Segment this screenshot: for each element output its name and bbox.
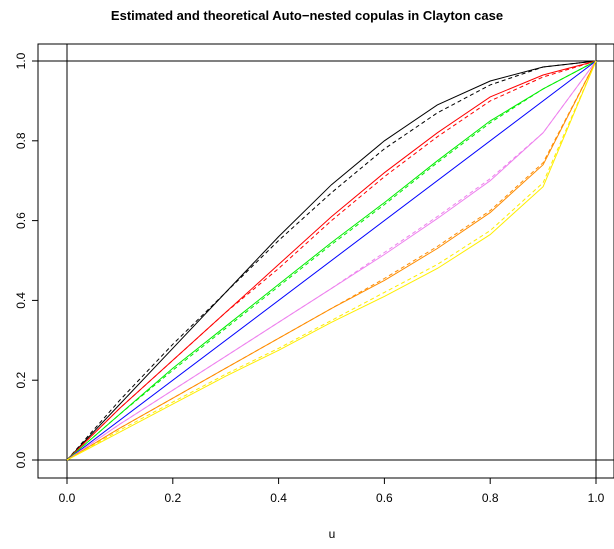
series-line-3 [66, 60, 597, 461]
series-line-5 [66, 60, 597, 461]
y-tick-label-5: 1.0 [14, 52, 28, 69]
x-tick-label-2: 0.4 [270, 491, 287, 505]
y-tick-label-4: 0.8 [14, 132, 28, 149]
series-line-11 [66, 60, 597, 461]
series-line-12 [66, 60, 597, 461]
y-tick-label-0: 0.0 [14, 451, 28, 468]
series-line-6 [66, 60, 597, 461]
series-line-10 [66, 60, 597, 461]
x-tick-label-5: 1.0 [588, 491, 605, 505]
y-tick-label-1: 0.2 [14, 372, 28, 389]
reference-lines [38, 44, 614, 478]
x-axis: 0.0 0.2 0.4 0.6 0.8 1.0 [59, 477, 605, 505]
x-tick-label-4: 0.8 [482, 491, 499, 505]
series-layer [66, 60, 597, 461]
x-axis-label: u [329, 527, 336, 541]
y-tick-label-3: 0.6 [14, 212, 28, 229]
chart-title: Estimated and theoretical Auto−nested co… [110, 8, 504, 23]
series-line-4 [66, 60, 597, 461]
x-tick-label-1: 0.2 [164, 491, 181, 505]
series-line-0 [66, 60, 597, 461]
y-axis: 0.0 0.2 0.4 0.6 0.8 1.0 [14, 52, 39, 468]
plot-box [37, 43, 614, 479]
x-tick-label-3: 0.6 [376, 491, 393, 505]
x-tick-label-0: 0.0 [59, 491, 76, 505]
series-line-8 [66, 60, 597, 461]
y-tick-label-2: 0.4 [14, 292, 28, 309]
